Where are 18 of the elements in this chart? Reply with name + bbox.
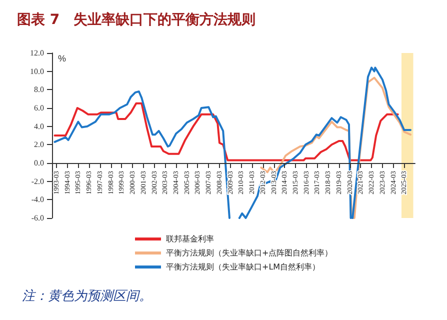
legend-label: 联邦基金利率	[166, 234, 214, 244]
line-series	[54, 102, 399, 162]
y-tick-label: 12.0	[30, 48, 44, 58]
legend-label: 平衡方法规则（失业率缺口+点阵图自然利率）	[166, 248, 333, 258]
y-tick-label: 2.0	[34, 140, 44, 150]
y-tick-label: 8.0	[34, 85, 44, 94]
y-tick-label: -4.0	[31, 195, 44, 204]
chart-title: 图表 7 失业率缺口下的平衡方法规则	[17, 11, 256, 28]
y-axis-title: %	[58, 54, 66, 64]
line-series	[260, 76, 412, 219]
y-tick-label: -2.0	[31, 176, 44, 186]
legend-label: 平衡方法规则（失业率缺口+LM自然利率）	[166, 262, 320, 272]
y-tick-label: 6.0	[34, 104, 44, 112]
y-tick-label: 4.0	[34, 122, 44, 131]
y-tick-label: -6.0	[31, 214, 44, 222]
y-tick-label: 10.0	[30, 66, 44, 76]
text: 注：黄色为预测区间。	[22, 289, 152, 304]
y-tick-label: 0.0	[34, 158, 44, 168]
